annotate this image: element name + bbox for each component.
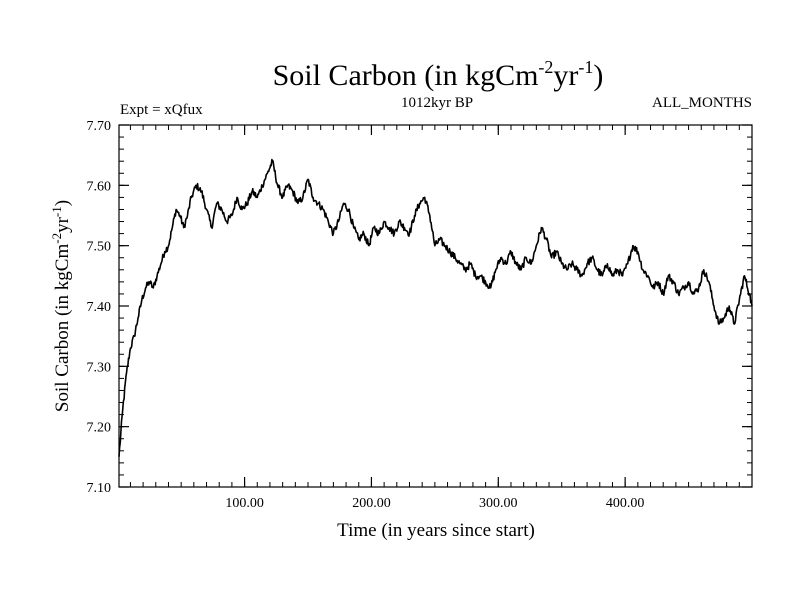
y-tick-label: 7.50 [87,240,112,255]
period-label: 1012kyr BP [401,95,473,111]
x-tick-label: 400.00 [606,496,645,511]
y-axis-tick-labels: 7.10 7.20 7.30 7.40 7.50 7.60 7.70 [87,119,112,496]
y-tick-label: 7.20 [87,421,112,436]
x-axis-label: Time (in years since start) [337,520,535,541]
plot-frame [118,124,753,488]
y-axis-ticks [119,124,752,488]
months-label: ALL_MONTHS [652,95,752,111]
y-tick-label: 7.10 [87,481,112,496]
soil-carbon-series-line [118,158,753,457]
experiment-label: Expt = xQfux [120,102,203,118]
x-tick-label: 300.00 [479,496,518,511]
x-tick-label: 100.00 [225,496,264,511]
chart-title: Soil Carbon (in kgCm-2yr-1) [273,57,604,92]
x-axis-ticks [129,125,753,487]
y-tick-label: 7.60 [87,179,112,194]
y-tick-label: 7.70 [87,119,112,134]
y-tick-label: 7.40 [87,300,112,315]
x-tick-label: 200.00 [352,496,391,511]
y-axis-label: Soil Carbon (in kgCm-2yr-1) [49,200,73,412]
y-tick-label: 7.30 [87,360,112,375]
x-axis-tick-labels: 100.00 200.00 300.00 400.00 [225,496,644,511]
